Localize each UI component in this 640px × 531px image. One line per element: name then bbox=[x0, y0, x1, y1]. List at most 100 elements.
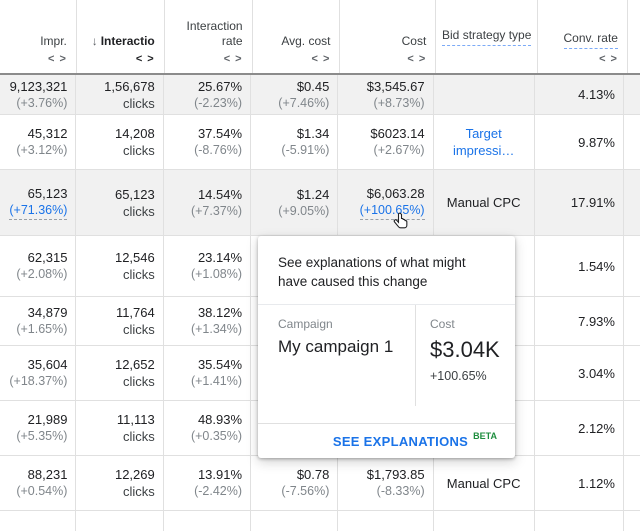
compare-periods-icon[interactable]: < > bbox=[407, 53, 427, 65]
interaction-rate-change: (+7.37%) bbox=[190, 203, 243, 218]
avg-cost-value: $1.24 bbox=[296, 186, 330, 202]
cell-spacer bbox=[622, 170, 640, 235]
sort-descending-icon: ↓ bbox=[91, 34, 98, 48]
conv-rate-value: 2.12% bbox=[578, 420, 615, 436]
column-label-bid-strategy-type: Bid strategy type bbox=[442, 28, 532, 46]
conv-rate-value: 17.91% bbox=[570, 195, 615, 210]
column-label-row: Avg. cost bbox=[281, 34, 330, 49]
conv-rate-value: 1.12% bbox=[578, 475, 615, 491]
interactions-value: 12,546 bbox=[114, 250, 155, 265]
cell-conv-rate: 4.13% bbox=[533, 75, 623, 114]
cell-avg-cost: $0.45 (+7.46%) bbox=[250, 75, 337, 114]
column-header-interactions[interactable]: ↓ Interactio < > bbox=[75, 0, 164, 73]
explanation-tooltip: See explanations of what might have caus… bbox=[258, 236, 515, 458]
cell-conv-rate: 1.54% bbox=[533, 236, 623, 296]
column-label-interactions: Interactio bbox=[100, 34, 155, 48]
cell-avg-cost: $1.24 (+9.05%) bbox=[250, 170, 337, 235]
cell-conv-rate: 3.04% bbox=[533, 346, 623, 400]
impr-value: 35,604 bbox=[27, 357, 68, 372]
interaction-rate-value: 38.12% bbox=[197, 305, 243, 320]
cell-interactions: 14,208 clicks bbox=[75, 115, 162, 169]
cell-bid-strategy-type: Manual CPC bbox=[432, 456, 534, 510]
column-label-row: Impr. bbox=[40, 34, 67, 49]
interactions-value: 12,269 bbox=[114, 467, 155, 482]
cell-avg-cost: $0.10 bbox=[250, 511, 337, 531]
bid-strategy-type-value[interactable]: Target impressi… bbox=[452, 126, 515, 158]
impr-value: 62,315 bbox=[27, 250, 68, 265]
impr-change: (+3.12%) bbox=[16, 143, 68, 157]
column-header-avg-cost[interactable]: Avg. cost < > bbox=[251, 0, 340, 73]
avg-cost-value: $0.78 bbox=[296, 467, 330, 482]
column-label-avg-cost: Avg. cost bbox=[281, 34, 331, 48]
interaction-rate-value: 25.67% bbox=[197, 78, 243, 94]
avg-cost-change: (+9.05%) bbox=[278, 203, 330, 218]
impr-change: (+5.35%) bbox=[16, 429, 68, 443]
cell-interactions: 11,113 clicks bbox=[75, 401, 162, 455]
cell-interactions: 11,764 clicks bbox=[75, 297, 162, 345]
see-explanations-button[interactable]: SEE EXPLANATIONS bbox=[332, 433, 469, 449]
cell-cost: $1,206.27 bbox=[337, 511, 432, 531]
cell-bid-strategy-type bbox=[432, 511, 534, 531]
avg-cost-change: (-7.56%) bbox=[281, 484, 330, 498]
column-label-conv-rate: Conv. rate bbox=[563, 31, 618, 49]
interactions-value: 1,56,678 bbox=[104, 78, 155, 94]
compare-periods-icon[interactable]: < > bbox=[311, 53, 331, 65]
table-row: 45,312 (+3.12%) 14,208 clicks 37.54% (-8.76%)… bbox=[0, 115, 640, 170]
impr-value: 9,123,321 bbox=[9, 78, 68, 94]
impr-value: 21,989 bbox=[27, 412, 68, 427]
impr-change: (+1.65%) bbox=[16, 322, 68, 336]
cell-spacer bbox=[622, 236, 640, 296]
avg-cost-change: (-5.91%) bbox=[281, 143, 330, 157]
column-header-bid-strategy-type[interactable]: Bid strategy type bbox=[435, 0, 537, 73]
cell-interactions: 65,123 clicks bbox=[75, 170, 162, 235]
column-header-conv-rate[interactable]: Conv. rate < > bbox=[537, 0, 627, 73]
cost-change: (+8.73%) bbox=[373, 95, 425, 110]
column-label-row: ↓ Interactio bbox=[92, 34, 155, 49]
compare-periods-icon[interactable]: < > bbox=[223, 53, 243, 65]
cell-conv-rate: 2.12% bbox=[533, 401, 623, 455]
cell-impr: 45,312 (+3.12%) bbox=[0, 115, 75, 169]
interaction-rate-value: 23.14% bbox=[197, 250, 243, 265]
interactions-unit: clicks bbox=[122, 374, 155, 389]
table-row: 31,43612,16138.68%$0.10$1,206.27 bbox=[0, 511, 640, 531]
interactions-unit: clicks bbox=[122, 203, 155, 219]
impr-change[interactable]: (+71.36%) bbox=[9, 202, 68, 220]
interactions-value: 11,764 bbox=[115, 305, 155, 320]
table-header-row: Impr. < > ↓ Interactio < > Interaction rate < … bbox=[0, 0, 640, 75]
cell-spacer bbox=[622, 456, 640, 510]
cell-interaction-rate: 25.67% (-2.23%) bbox=[162, 75, 250, 114]
cost-label: Cost bbox=[430, 317, 455, 331]
tooltip-footer: SEE EXPLANATIONS BETA bbox=[258, 423, 515, 458]
column-header-cost[interactable]: Cost < > bbox=[339, 0, 435, 73]
cell-impr: 35,604 (+18.37%) bbox=[0, 346, 75, 400]
cell-cost: $1,793.85 (-8.33%) bbox=[337, 456, 432, 510]
column-label-row: Conv. rate bbox=[563, 31, 618, 49]
table-row: 9,123,321 (+3.76%) 1,56,678 clicks 25.67% (-2… bbox=[0, 75, 640, 115]
bid-strategy-type-value: Manual CPC bbox=[446, 475, 521, 491]
cost-change[interactable]: (+100.65%) bbox=[359, 202, 425, 220]
tooltip-message: See explanations of what might have caus… bbox=[258, 236, 515, 305]
interaction-rate-value: 35.54% bbox=[197, 357, 243, 372]
compare-periods-icon[interactable]: < > bbox=[47, 53, 67, 65]
cell-spacer bbox=[622, 346, 640, 400]
conv-rate-value: 3.04% bbox=[578, 365, 615, 381]
column-header-impr[interactable]: Impr. < > bbox=[0, 0, 76, 73]
impr-change: (+0.54%) bbox=[16, 484, 68, 498]
interaction-rate-change: (-8.76%) bbox=[194, 143, 243, 157]
cell-avg-cost bbox=[250, 346, 337, 400]
conv-rate-value: 7.93% bbox=[578, 313, 615, 329]
bid-strategy-type-value: Manual CPC bbox=[446, 195, 521, 210]
cell-interaction-rate: 23.14% (+1.08%) bbox=[162, 236, 250, 296]
column-label-impr: Impr. bbox=[40, 34, 67, 48]
cell-impr: 31,436 bbox=[0, 511, 75, 531]
cell-bid-strategy-type bbox=[432, 75, 534, 114]
cell-conv-rate: 17.91% bbox=[533, 170, 623, 235]
column-label-row: Interaction rate bbox=[168, 19, 243, 49]
impr-value: 65,123 bbox=[27, 186, 68, 201]
compare-periods-icon[interactable]: < > bbox=[135, 53, 155, 65]
interactions-value: 65,123 bbox=[114, 186, 155, 202]
impr-value: 88,231 bbox=[27, 467, 68, 482]
column-header-interaction-rate[interactable]: Interaction rate < > bbox=[163, 0, 252, 73]
cell-cost: $6,063.28 (+100.65%) bbox=[337, 170, 432, 235]
compare-periods-icon[interactable]: < > bbox=[599, 53, 618, 65]
